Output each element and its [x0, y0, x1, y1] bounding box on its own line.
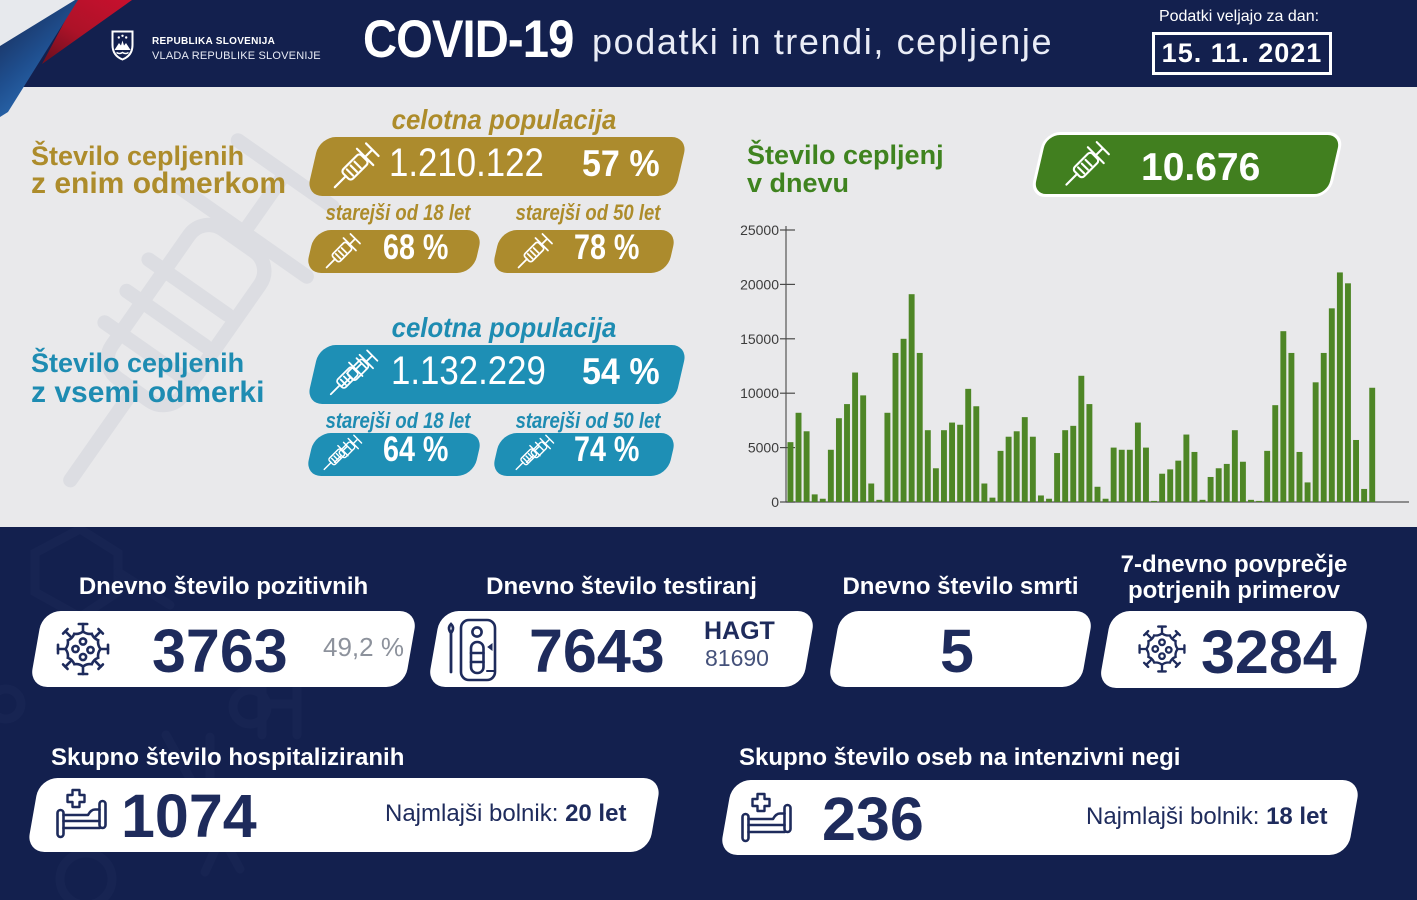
svg-text:25000: 25000	[740, 222, 779, 238]
svg-text:20000: 20000	[740, 276, 779, 292]
svg-text:5000: 5000	[748, 440, 779, 456]
svg-text:10000: 10000	[740, 385, 779, 401]
svg-text:0: 0	[771, 494, 779, 510]
svg-text:15000: 15000	[740, 331, 779, 347]
